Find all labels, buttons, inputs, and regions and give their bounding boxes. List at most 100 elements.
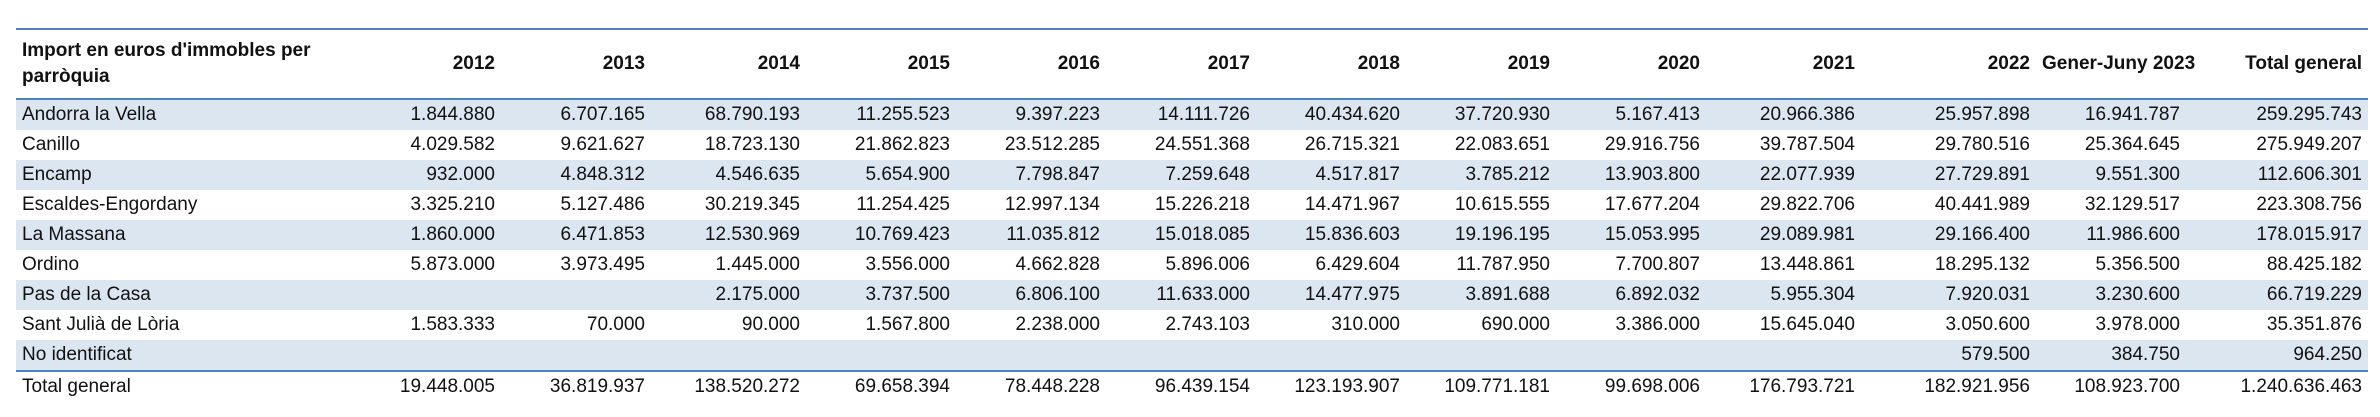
value-cell: 932.000 bbox=[426, 164, 495, 185]
value-cell: 9.621.627 bbox=[560, 134, 645, 155]
value-cell: 123.193.907 bbox=[1256, 370, 1406, 402]
value-cell: 29.822.706 bbox=[1759, 194, 1855, 215]
value-cell: 10.615.555 bbox=[1454, 194, 1550, 215]
value-cell: 275.949.207 bbox=[2256, 134, 2362, 155]
value-cell: 579.500 bbox=[1961, 344, 2030, 365]
value-cell: 70.000 bbox=[586, 314, 645, 335]
value-cell: 6.471.853 bbox=[560, 224, 645, 245]
empty-cell bbox=[956, 340, 1106, 371]
table-header: Import en euros d'immobles per parròquia… bbox=[16, 28, 2368, 100]
value-cell: 4.029.582 bbox=[410, 134, 495, 155]
value-cell: 3.230.600 bbox=[2095, 284, 2180, 305]
value-cell: 964.250 bbox=[2293, 344, 2362, 365]
value-cell: 1.445.000 bbox=[715, 254, 800, 275]
value-cell: 108.923.700 bbox=[2036, 370, 2186, 402]
value-cell: 40.434.620 bbox=[1304, 104, 1400, 125]
empty-cell bbox=[1256, 340, 1406, 371]
column-header: 2013 bbox=[501, 28, 651, 100]
column-header: 2019 bbox=[1406, 28, 1556, 100]
value-cell: 12.530.969 bbox=[704, 224, 800, 245]
column-header: Gener-Juny 2023 bbox=[2036, 28, 2195, 100]
value-cell: 14.477.975 bbox=[1304, 284, 1400, 305]
column-header: 2017 bbox=[1106, 28, 1256, 100]
value-cell: 13.903.800 bbox=[1604, 164, 1700, 185]
value-cell: 88.425.182 bbox=[2266, 254, 2362, 275]
value-cell: 96.439.154 bbox=[1106, 370, 1256, 402]
value-cell: 17.677.204 bbox=[1604, 194, 1700, 215]
value-cell: 9.397.223 bbox=[1015, 104, 1100, 125]
table-row: No identificat 579.500 384.750 964.250 bbox=[16, 340, 2368, 371]
value-cell: 3.978.000 bbox=[2095, 314, 2180, 335]
value-cell: 18.723.130 bbox=[704, 134, 800, 155]
table-row: Total general 19.448.005 36.819.937 138.520… bbox=[16, 370, 2368, 402]
value-cell: 5.654.900 bbox=[865, 164, 950, 185]
value-cell: 3.386.000 bbox=[1615, 314, 1700, 335]
column-header: Total general bbox=[2186, 28, 2368, 100]
empty-cell bbox=[806, 340, 956, 371]
value-cell: 5.356.500 bbox=[2095, 254, 2180, 275]
row-label: Ordino bbox=[22, 254, 80, 275]
value-cell: 25.957.898 bbox=[1934, 104, 2030, 125]
row-label: Escaldes-Engordany bbox=[22, 194, 198, 215]
value-cell: 2.175.000 bbox=[715, 284, 800, 305]
value-cell: 15.053.995 bbox=[1604, 224, 1700, 245]
value-cell: 259.295.743 bbox=[2256, 104, 2362, 125]
value-cell: 29.166.400 bbox=[1934, 224, 2030, 245]
value-cell: 11.787.950 bbox=[1456, 254, 1550, 275]
row-label: No identificat bbox=[22, 344, 132, 365]
column-header: 2018 bbox=[1256, 28, 1406, 100]
value-cell: 66.719.229 bbox=[2266, 284, 2362, 305]
value-cell: 29.780.516 bbox=[1934, 134, 2030, 155]
value-cell: 11.035.812 bbox=[1006, 224, 1100, 245]
value-cell: 15.645.040 bbox=[1759, 314, 1855, 335]
value-cell: 18.295.132 bbox=[1934, 254, 2030, 275]
table-body: Andorra la Vella 1.844.880 6.707.165 68.790… bbox=[16, 99, 2368, 402]
value-cell: 1.583.333 bbox=[410, 314, 495, 335]
value-cell: 40.441.989 bbox=[1934, 194, 2030, 215]
row-label: Andorra la Vella bbox=[22, 104, 157, 125]
value-cell: 19.448.005 bbox=[371, 370, 501, 402]
table-row: Escaldes-Engordany 3.325.210 5.127.486 30.2… bbox=[16, 190, 2368, 220]
row-label: La Massana bbox=[22, 224, 126, 245]
value-cell: 14.471.967 bbox=[1304, 194, 1400, 215]
value-cell: 176.793.721 bbox=[1706, 370, 1861, 402]
column-header: 2016 bbox=[956, 28, 1106, 100]
value-cell: 16.941.787 bbox=[2084, 104, 2180, 125]
value-cell: 7.920.031 bbox=[1945, 284, 2030, 305]
table-row: Encamp 932.000 4.848.312 4.546.635 5.654.900… bbox=[16, 160, 2368, 190]
value-cell: 3.973.495 bbox=[560, 254, 645, 275]
value-cell: 3.325.210 bbox=[410, 194, 495, 215]
value-cell: 3.737.500 bbox=[865, 284, 950, 305]
column-header: 2012 bbox=[371, 28, 501, 100]
value-cell: 24.551.368 bbox=[1154, 134, 1250, 155]
value-cell: 2.238.000 bbox=[1015, 314, 1100, 335]
value-cell: 21.862.823 bbox=[854, 134, 950, 155]
header-row: Import en euros d'immobles per parròquia… bbox=[16, 28, 2368, 100]
value-cell: 690.000 bbox=[1481, 314, 1550, 335]
empty-cell bbox=[501, 280, 651, 310]
value-cell: 19.196.195 bbox=[1454, 224, 1550, 245]
value-cell: 5.896.006 bbox=[1165, 254, 1250, 275]
value-cell: 78.448.228 bbox=[956, 370, 1106, 402]
value-cell: 10.769.423 bbox=[854, 224, 950, 245]
value-cell: 32.129.517 bbox=[2084, 194, 2180, 215]
row-label: Encamp bbox=[22, 164, 92, 185]
empty-cell bbox=[371, 340, 501, 371]
table-row: La Massana 1.860.000 6.471.853 12.530.969 10… bbox=[16, 220, 2368, 250]
value-cell: 223.308.756 bbox=[2256, 194, 2362, 215]
value-cell: 9.551.300 bbox=[2095, 164, 2180, 185]
column-header: 2014 bbox=[651, 28, 806, 100]
empty-cell bbox=[1106, 340, 1256, 371]
empty-cell bbox=[1706, 340, 1861, 371]
value-cell: 26.715.321 bbox=[1304, 134, 1400, 155]
value-cell: 7.700.807 bbox=[1615, 254, 1700, 275]
value-cell: 11.255.523 bbox=[856, 104, 950, 125]
value-cell: 90.000 bbox=[741, 314, 800, 335]
value-cell: 13.448.861 bbox=[1759, 254, 1855, 275]
value-cell: 182.921.956 bbox=[1861, 370, 2036, 402]
value-cell: 4.546.635 bbox=[715, 164, 800, 185]
value-cell: 35.351.876 bbox=[2266, 314, 2362, 335]
value-cell: 2.743.103 bbox=[1165, 314, 1250, 335]
table-row: Sant Julià de Lòria 1.583.333 70.000 90.000… bbox=[16, 310, 2368, 340]
